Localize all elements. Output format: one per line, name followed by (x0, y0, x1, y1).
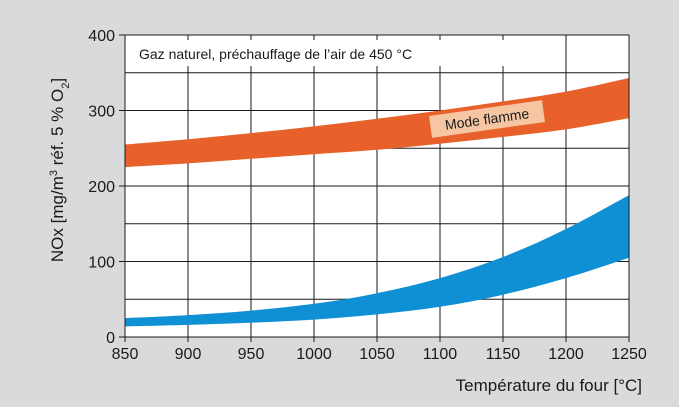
y-axis-label: NOx [mg/m3 réf. 5 % O2] (48, 78, 72, 262)
x-axis-label: Température du four [°C] (456, 376, 642, 395)
y-tick-label: 200 (88, 179, 115, 196)
series-label-background (429, 100, 545, 138)
y-axis-label-middle: réf. 5 % O (48, 89, 67, 170)
chart-annotation: Gaz naturel, préchauffage de l’air de 45… (139, 46, 412, 62)
y-axis-label-sup: 3 (48, 170, 60, 176)
x-tick-label: 1250 (611, 346, 647, 363)
x-tick-label: 1000 (296, 346, 332, 363)
y-axis-ticks: 0 100 200 300 400 (88, 28, 125, 347)
x-tick-label: 1050 (359, 346, 395, 363)
grid-lines (125, 35, 629, 337)
band-lower (125, 195, 629, 327)
x-tick-label: 1150 (486, 346, 521, 363)
y-tick-label: 0 (106, 330, 115, 347)
x-tick-label: 850 (112, 346, 139, 363)
band-mode-flamme (125, 78, 629, 168)
x-axis-ticks: 850 900 950 1000 1050 1100 1150 1200 1250 (112, 337, 647, 363)
y-axis-label-suffix: ] (48, 78, 67, 83)
x-tick-label: 1200 (548, 346, 584, 363)
y-axis-label-sub: 2 (60, 83, 72, 89)
y-tick-label: 100 (88, 255, 115, 272)
y-tick-label: 400 (88, 28, 115, 45)
x-tick-label: 900 (175, 346, 202, 363)
y-axis-label-prefix: NOx [mg/m (48, 176, 67, 262)
annotation-box (130, 40, 508, 66)
bands (125, 78, 629, 327)
y-tick-label: 300 (88, 104, 115, 121)
x-tick-label: 1100 (423, 346, 458, 363)
x-tick-label: 950 (238, 346, 265, 363)
